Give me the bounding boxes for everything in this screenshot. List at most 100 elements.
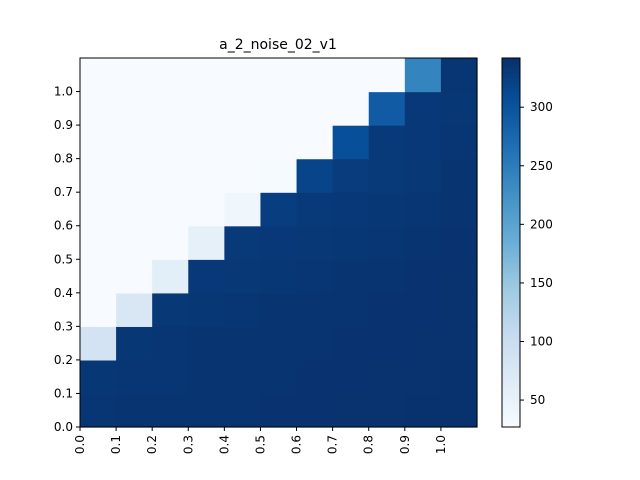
heatmap-cell <box>116 292 153 327</box>
heatmap-cell <box>224 192 262 227</box>
heatmap-cell <box>224 125 262 160</box>
heatmap-cell <box>80 359 117 395</box>
heatmap-cell <box>116 225 153 260</box>
plot-frame <box>79 57 478 428</box>
heatmap-cell <box>260 225 298 260</box>
heatmap-cell <box>260 292 298 327</box>
y-tick-label: 0.5 <box>54 252 73 266</box>
heatmap-cell <box>80 259 117 294</box>
heatmap-cell <box>296 292 334 327</box>
heatmap-cell <box>296 58 334 93</box>
heatmap-cell <box>224 326 262 361</box>
colorbar-tick-label: 50 <box>530 393 545 407</box>
heatmap-cell <box>368 393 406 428</box>
heatmap-cell <box>116 359 153 395</box>
heatmap-cell <box>260 359 298 395</box>
x-tick-label: 0.7 <box>326 435 340 454</box>
heatmap-cell <box>404 259 442 294</box>
heatmap-cell <box>152 225 189 260</box>
heatmap-cell <box>260 58 298 93</box>
colorbar <box>501 57 521 428</box>
heatmap-cell <box>440 225 478 260</box>
heatmap-cell <box>224 91 262 126</box>
heatmap-cell <box>260 158 298 193</box>
heatmap-cell <box>152 393 189 428</box>
x-tick-label: 0.1 <box>109 435 123 454</box>
heatmap-cell <box>224 58 262 93</box>
colorbar-tick-label: 300 <box>530 100 553 114</box>
heatmap-cell <box>404 125 442 160</box>
heatmap-cell <box>296 125 334 160</box>
heatmap-cell <box>332 292 370 327</box>
heatmap-cell <box>80 158 117 193</box>
heatmap-cell <box>404 192 442 227</box>
heatmap-cell <box>368 225 406 260</box>
colorbar-tick-label: 150 <box>530 276 553 290</box>
heatmap-cell <box>260 259 298 294</box>
heatmap-cell <box>224 158 262 193</box>
heatmap-cell <box>116 58 153 93</box>
heatmap-cell <box>368 58 406 93</box>
heatmap-cell <box>296 259 334 294</box>
y-tick-label: 1.0 <box>54 85 73 99</box>
heatmap-cell <box>296 91 334 126</box>
heatmap-cell <box>188 359 225 395</box>
colorbar-tick-label: 200 <box>530 217 553 231</box>
heatmap-cell <box>332 58 370 93</box>
heatmap-cell <box>440 58 478 93</box>
heatmap-cell <box>152 158 189 193</box>
heatmap-cell <box>188 158 225 193</box>
heatmap-cell <box>224 259 262 294</box>
heatmap-cell <box>188 393 225 428</box>
heatmap-cell <box>440 125 478 160</box>
heatmap-cell <box>260 125 298 160</box>
heatmap-cell <box>368 158 406 193</box>
y-tick-label: 0.7 <box>54 185 73 199</box>
heatmap-cell <box>116 125 153 160</box>
heatmap-cell <box>404 393 442 428</box>
heatmap-cell <box>404 359 442 395</box>
heatmap-cell <box>116 91 153 126</box>
heatmap-cell <box>440 393 478 428</box>
heatmap-cell <box>332 326 370 361</box>
x-tick-label: 0.6 <box>290 435 304 454</box>
heatmap-cell <box>404 158 442 193</box>
heatmap-cell <box>116 158 153 193</box>
heatmap-cell <box>296 192 334 227</box>
heatmap-cell <box>80 58 117 93</box>
heatmap-cell <box>404 225 442 260</box>
y-tick-label: 0.8 <box>54 152 73 166</box>
heatmap-cell <box>152 326 189 361</box>
heatmap-cell <box>368 326 406 361</box>
heatmap-cell <box>404 292 442 327</box>
heatmap-cell <box>116 259 153 294</box>
heatmap-cell <box>368 91 406 126</box>
y-tick-label: 0.0 <box>54 420 73 434</box>
heatmap-cell <box>224 292 262 327</box>
y-tick-label: 0.6 <box>54 219 73 233</box>
x-tick-label: 0.9 <box>398 435 412 454</box>
heatmap-cell <box>188 125 225 160</box>
heatmap-cell <box>188 225 225 260</box>
heatmap-cell <box>152 359 189 395</box>
heatmap-cell <box>188 292 225 327</box>
heatmap-cell <box>368 359 406 395</box>
y-axis: 0.0 0.1 0.2 0.3 0.4 0.5 0.6 0.7 0.8 0.9 1.0 <box>54 85 80 434</box>
heatmap-cell <box>80 326 117 361</box>
heatmap-cell <box>188 58 225 93</box>
heatmap-cell <box>152 58 189 93</box>
heatmap-cell <box>260 91 298 126</box>
heatmap-cell <box>296 225 334 260</box>
x-tick-label: 0.3 <box>181 435 195 454</box>
heatmap-cell <box>224 225 262 260</box>
x-tick-label: 0.2 <box>145 435 159 454</box>
x-tick-label: 0.4 <box>217 435 231 454</box>
heatmap-cell <box>224 359 262 395</box>
heatmap-cell <box>440 158 478 193</box>
heatmap-cell <box>440 292 478 327</box>
heatmap-cell <box>152 292 189 327</box>
heatmap-cell <box>188 91 225 126</box>
heatmap-cell <box>260 192 298 227</box>
heatmap-cell <box>224 393 262 428</box>
